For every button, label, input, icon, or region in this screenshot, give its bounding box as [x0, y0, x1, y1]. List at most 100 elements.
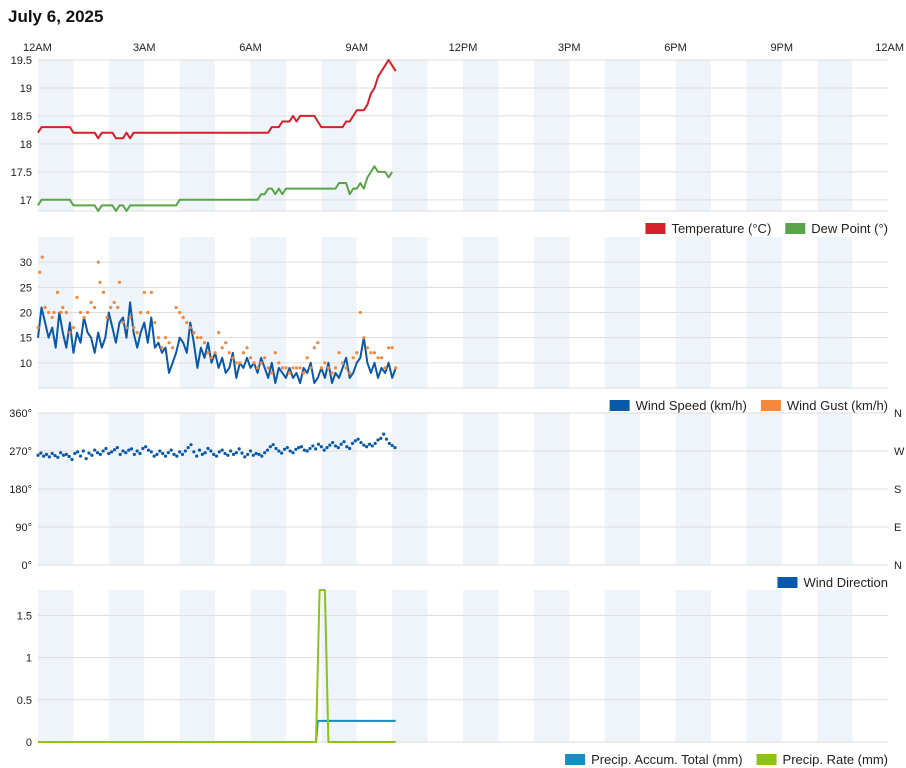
wind-direction-point: [339, 442, 343, 446]
wind-gust-km-h-point: [227, 351, 231, 355]
y2-tick-label: N: [894, 408, 902, 420]
wind-gust-km-h-point: [89, 300, 93, 305]
y-tick-label: 17: [20, 195, 32, 207]
precipitation-chart: 1.5 1 0.5 0 Precip. Rate (mm) Precip. Accum. …: [17, 589, 888, 767]
wind-direction-point: [336, 446, 340, 450]
wind-gust-km-h-point: [146, 310, 150, 315]
legend-swatch: [785, 223, 806, 234]
wind-gust-km-h-point: [220, 346, 224, 350]
wind-direction-point: [359, 440, 363, 445]
x-tick-label: 12AM: [23, 42, 52, 54]
wind-gust-km-h-point: [167, 341, 171, 345]
legend-swatch: [756, 754, 777, 765]
wind-direction-point: [376, 438, 380, 442]
wind-gust-km-h-point: [302, 371, 306, 375]
x-tick-label: 3AM: [133, 42, 156, 54]
x-tick-label: 3PM: [558, 42, 581, 54]
legend-label: Wind Speed (km/h): [636, 398, 747, 413]
wind-gust-km-h-point: [178, 310, 182, 315]
wind-direction-point: [90, 453, 94, 457]
wind-gust-km-h-point: [36, 326, 40, 330]
legend: Wind Gust (km/h) Wind Speed (km/h): [609, 398, 888, 413]
wind-direction-point: [384, 437, 389, 441]
x-tick-label: 6AM: [239, 42, 262, 54]
y-tick-label: 18: [20, 139, 32, 151]
wind-direction-point: [112, 448, 117, 452]
wind-gust-km-h-point: [185, 320, 189, 325]
wind-direction-point: [248, 449, 253, 453]
wind-direction-point: [217, 450, 221, 454]
wind-direction-point: [379, 436, 383, 440]
wind-direction-point: [274, 446, 278, 451]
wind-gust-km-h-point: [355, 351, 359, 355]
wind-gust-km-h-point: [369, 351, 373, 355]
wind-gust-km-h-point: [78, 310, 83, 315]
wind-direction-point: [158, 449, 162, 453]
hour-band: [604, 590, 641, 742]
wind-direction-point: [192, 450, 196, 454]
wind-gust-km-h-point: [109, 305, 113, 310]
y-tick-label: 1.5: [17, 610, 32, 622]
wind-direction-point: [107, 451, 111, 456]
y-tick-label: 25: [20, 282, 32, 294]
y-tick-label: 0°: [21, 560, 32, 572]
legend-label: Precip. Accum. Total (mm): [591, 752, 742, 767]
wind-gust-km-h-point: [348, 371, 352, 375]
legend-swatch: [777, 577, 798, 588]
wind-gust-km-h-point: [316, 341, 320, 345]
wind-gust-km-h-point: [255, 366, 260, 370]
wind-direction-point: [186, 446, 190, 450]
wind-gust-km-h-point: [47, 310, 51, 315]
wind-gust-km-h-point: [245, 346, 249, 350]
x-tick-label: 12AM: [875, 42, 904, 54]
wind-direction-point: [373, 441, 377, 445]
y-tick-label: 1: [26, 653, 32, 665]
hour-band: [250, 590, 286, 742]
wind-gust-km-h-point: [188, 326, 192, 330]
wind-direction-point: [251, 453, 255, 457]
hour-band: [250, 60, 286, 211]
wind-direction-point: [212, 452, 216, 456]
wind-direction-point: [180, 452, 185, 456]
wind-direction-point: [322, 448, 326, 452]
wind-gust-km-h-point: [365, 346, 369, 350]
wind-direction-point: [348, 446, 352, 451]
wind-direction-point: [73, 451, 77, 456]
wind-direction-point: [121, 449, 125, 453]
wind-gust-km-h-point: [52, 310, 56, 315]
hour-band: [463, 590, 499, 742]
wind-direction-point: [390, 443, 394, 448]
wind-gust-km-h-point: [93, 305, 97, 310]
wind-gust-km-h-point: [284, 366, 288, 370]
wind-gust-km-h-point: [38, 270, 42, 274]
hour-band: [533, 60, 570, 211]
wind-gust-km-h-point: [75, 295, 79, 299]
wind-speed-km-h-line: [37, 301, 397, 384]
wind-direction-point: [189, 443, 193, 447]
wind-direction-point: [149, 450, 153, 454]
wind-gust-km-h-point: [59, 310, 63, 315]
y2-tick-label: W: [894, 446, 905, 458]
wind-direction-point: [277, 449, 281, 453]
wind-gust-km-h-point: [231, 356, 235, 360]
wind-direction-point: [260, 454, 264, 458]
y2-tick-label: S: [894, 484, 901, 496]
wind-direction-point: [220, 448, 224, 452]
wind-direction-point: [163, 454, 168, 458]
wind-direction-point: [166, 451, 170, 455]
wind-direction-point: [118, 452, 122, 456]
wind-gust-km-h-point: [163, 336, 168, 340]
legend-swatch: [565, 754, 586, 765]
y-tick-label: 360°: [9, 408, 32, 420]
wind-direction-point: [229, 449, 233, 453]
wind-direction-point: [39, 451, 43, 455]
wind-direction-point: [263, 451, 267, 455]
wind-gust-km-h-point: [294, 366, 299, 370]
hour-band: [746, 590, 782, 742]
wind-direction-point: [104, 446, 108, 451]
wind-direction-point: [246, 452, 250, 456]
wind-direction-point: [362, 443, 366, 447]
wind-direction-point: [240, 451, 244, 455]
wind-gust-km-h-point: [217, 331, 221, 335]
